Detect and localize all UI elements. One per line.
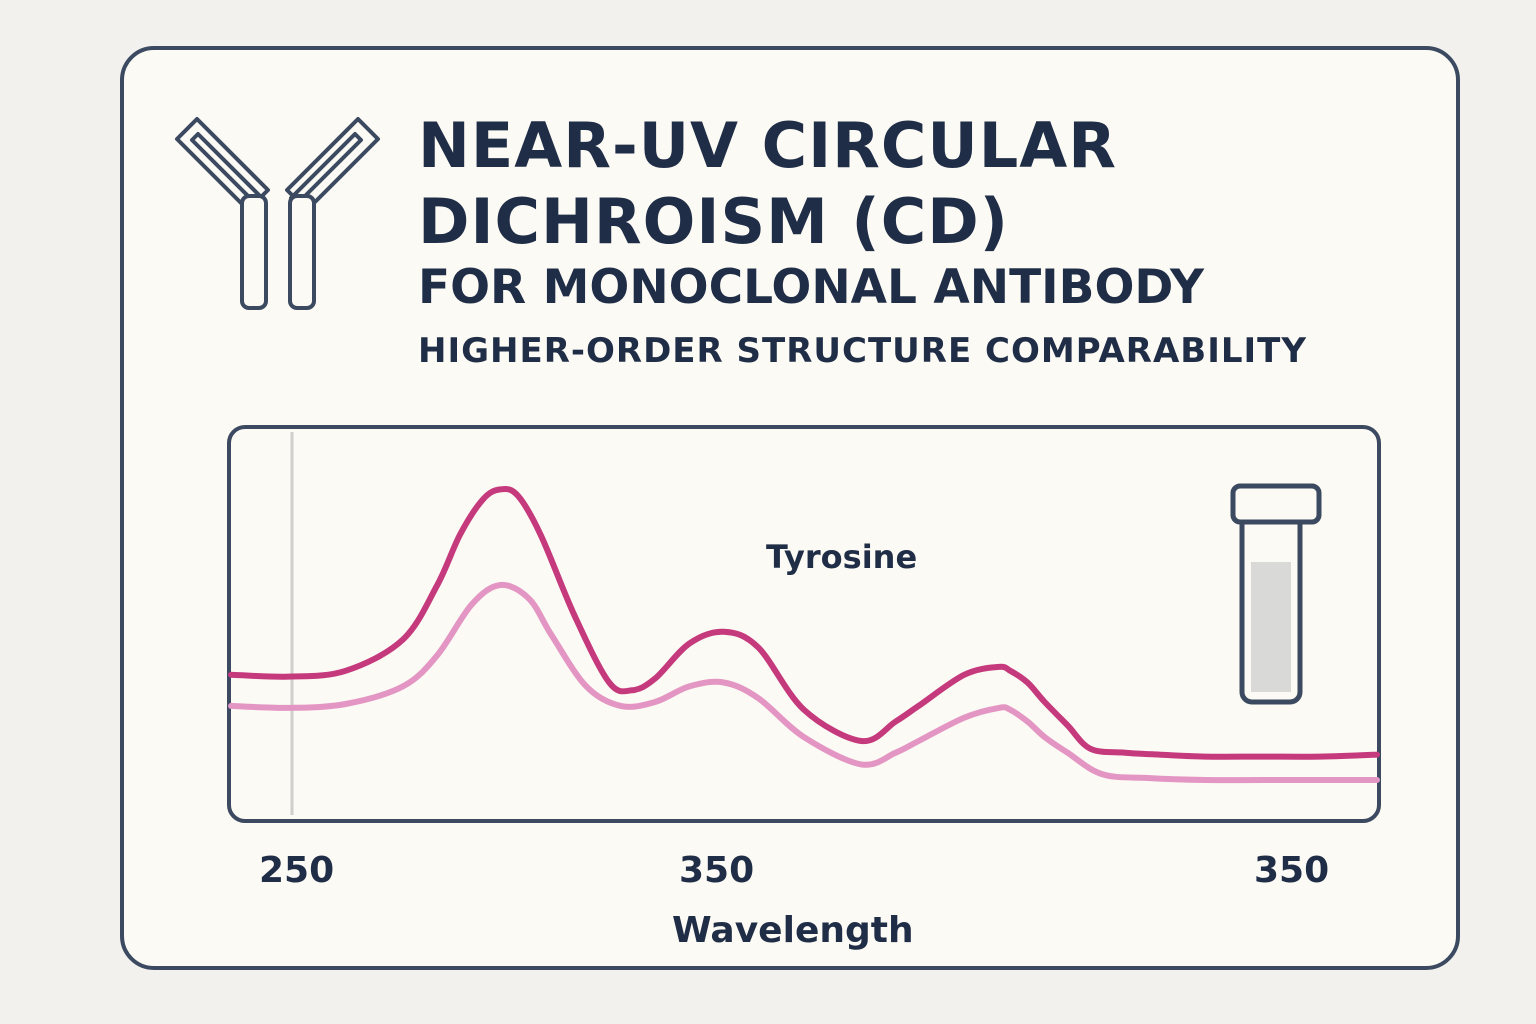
plot-area-frame: [227, 425, 1381, 823]
page-subtitle: FOR MONOCLONAL ANTIBODY: [418, 260, 1205, 315]
peak-annotation-tyrosine: Tyrosine: [766, 538, 918, 576]
page-title: NEAR-UV CIRCULAR DICHROISM (CD): [418, 108, 1117, 260]
x-tick-label: 250: [259, 850, 335, 891]
x-tick-label: 350: [679, 850, 755, 891]
title-line-1: NEAR-UV CIRCULAR: [418, 109, 1117, 182]
antibody-icon: [175, 117, 380, 310]
sample-vial-icon: [1230, 483, 1322, 705]
spectrum-series-line-1: [228, 486, 1380, 760]
spectrum-series-line-2: [228, 581, 1380, 784]
page-subtitle-secondary: HIGHER-ORDER STRUCTURE COMPARABILITY: [418, 331, 1307, 371]
title-line-2: DICHROISM (CD): [418, 185, 1010, 258]
x-tick-label: 350: [1254, 850, 1330, 891]
x-axis-title: Wavelength: [672, 910, 914, 951]
